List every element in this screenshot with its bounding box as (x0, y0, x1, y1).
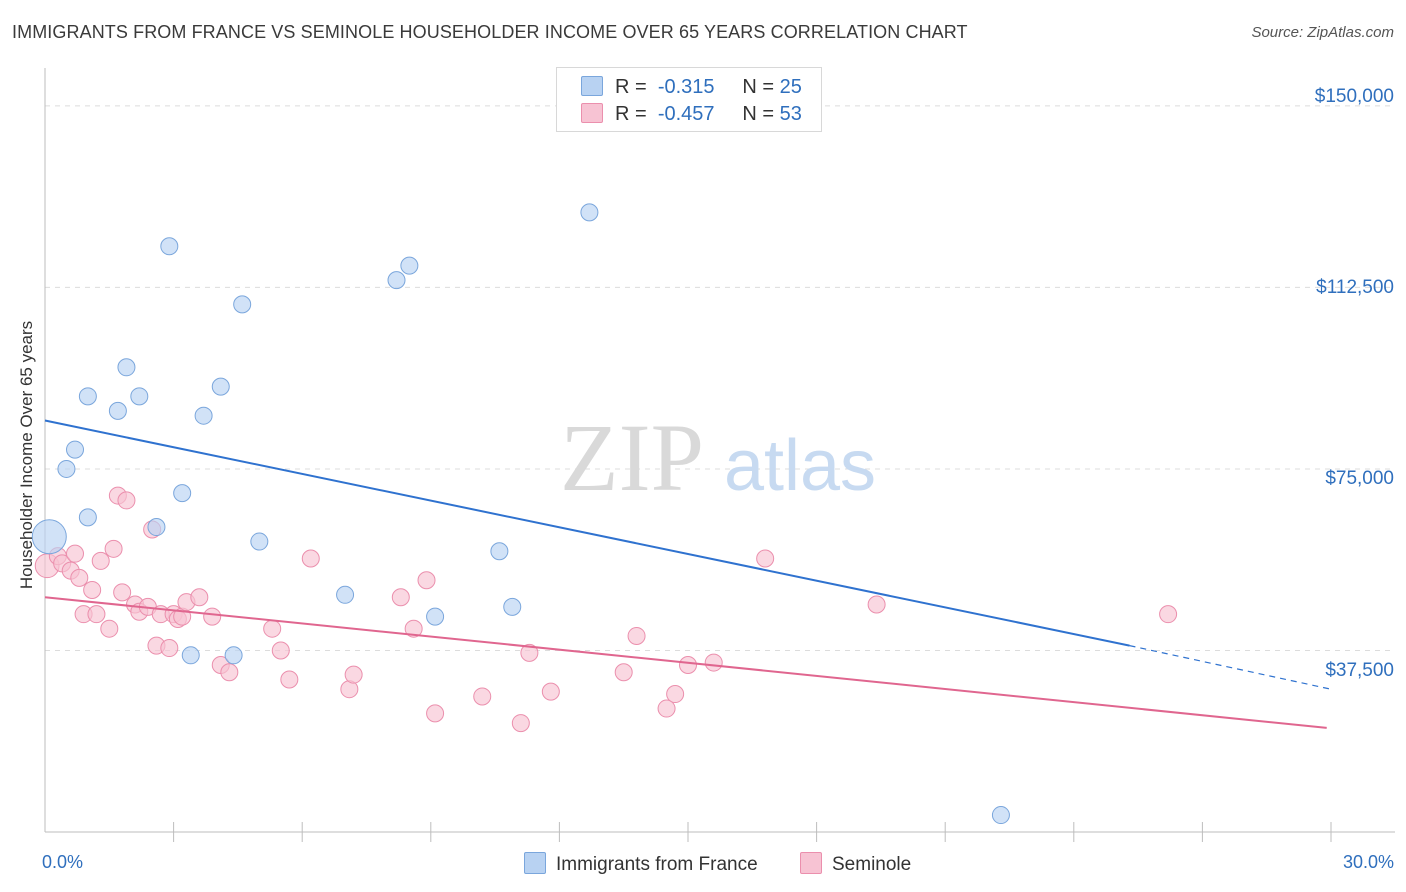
france-point (490, 542, 509, 561)
bottom-legend-france: Immigrants from France (524, 852, 758, 876)
seminole-point (1159, 605, 1178, 624)
seminole-point (100, 619, 119, 638)
bottom-legend-label: Immigrants from France (556, 854, 758, 875)
france-point (57, 459, 76, 478)
seminole-point (426, 704, 445, 723)
seminole-point (160, 639, 179, 658)
france-point (387, 271, 406, 290)
france-point (211, 377, 230, 396)
trendlines (44, 419, 1332, 729)
seminole-point (511, 714, 530, 733)
y-tick-37500: $37,500 (1325, 660, 1394, 681)
france-point (78, 508, 97, 527)
france-point (503, 597, 522, 616)
legend-n-label: N = (742, 76, 775, 98)
seminole-point (627, 626, 646, 645)
legend-swatch-blue (581, 76, 603, 96)
bottom-swatch-blue (524, 852, 546, 874)
france-point (78, 387, 97, 406)
france-point (194, 406, 213, 425)
bottom-legend-label: Seminole (832, 854, 912, 875)
legend-n-value: 53 (779, 103, 802, 125)
seminole-point (220, 663, 239, 682)
legend-r-value: -0.315 (657, 76, 715, 98)
y-tick-75000: $75,000 (1325, 468, 1394, 489)
seminole-point (104, 539, 123, 558)
seminole-point (66, 544, 85, 563)
watermark-atlas: atlas (724, 426, 876, 506)
seminole-point (404, 619, 423, 638)
seminole-point (417, 571, 436, 590)
gridlines (45, 105, 1395, 651)
watermark: ZIP atlas (560, 404, 876, 511)
legend-swatch-pink (581, 103, 603, 123)
france-points (31, 203, 1010, 825)
y-tick-150000: $150,000 (1314, 86, 1394, 107)
y-axis-label: Householder Income Over 65 years (17, 320, 36, 590)
bottom-swatch-pink (800, 852, 822, 874)
watermark-zip: ZIP (560, 404, 704, 511)
legend-n-value: 25 (779, 76, 802, 98)
france-point (130, 387, 149, 406)
seminole-point (70, 568, 89, 587)
x-tick-left: 0.0% (42, 852, 84, 872)
france-point (991, 806, 1010, 825)
seminole-point (657, 699, 676, 718)
france-point (160, 237, 179, 256)
france-point (233, 295, 252, 314)
seminole-point (666, 685, 685, 704)
seminole-point (541, 682, 560, 701)
correlation-legend: R = -0.315 N = 25 R = -0.457 N = 53 (556, 67, 822, 132)
seminole-point (117, 491, 136, 510)
seminole-point (203, 607, 222, 626)
france-point (336, 585, 355, 604)
legend-r-label: R = (615, 76, 647, 98)
seminole-point (91, 551, 110, 570)
seminole-point (679, 655, 697, 674)
source-label: Source: ZipAtlas.com (1251, 24, 1394, 41)
seminole-point (87, 605, 106, 624)
france-point (400, 256, 419, 275)
france-trendline (44, 419, 1130, 647)
france-trendline-extension (1129, 645, 1332, 690)
legend-r-label: R = (615, 103, 647, 125)
seminole-point (301, 549, 320, 568)
seminole-trendline (44, 596, 1327, 729)
france-point (147, 518, 166, 537)
seminole-point (614, 663, 633, 682)
france-point (426, 607, 445, 626)
seminole-point (344, 665, 363, 684)
france-point (181, 646, 200, 665)
seminole-point (83, 580, 102, 599)
axes (44, 68, 1395, 842)
x-tick-right: 30.0% (1342, 852, 1394, 872)
france-point (31, 519, 67, 555)
seminole-point (271, 641, 290, 660)
france-point (66, 440, 85, 459)
legend-r-value: -0.457 (657, 103, 715, 125)
legend-row-france: R = -0.315 N = 25 (581, 76, 802, 99)
france-point (580, 203, 599, 222)
legend-row-seminole: R = -0.457 N = 53 (581, 103, 802, 126)
chart-title: IMMIGRANTS FROM FRANCE VS SEMINOLE HOUSE… (12, 22, 968, 42)
seminole-point (391, 588, 410, 607)
seminole-point (190, 588, 209, 607)
seminole-point (704, 653, 723, 672)
france-point (250, 532, 269, 551)
france-point (108, 401, 127, 420)
seminole-point (280, 670, 299, 689)
seminole-point (263, 619, 282, 638)
seminole-point (867, 595, 886, 614)
france-point (117, 358, 136, 377)
seminole-point (520, 643, 539, 662)
seminole-point (473, 687, 492, 706)
legend-n-label: N = (742, 103, 775, 125)
france-point (224, 646, 243, 665)
france-point (173, 484, 192, 503)
seminole-point (113, 583, 132, 602)
y-tick-112500: $112,500 (1316, 277, 1394, 298)
bottom-legend-seminole: Seminole (800, 852, 911, 876)
seminole-point (756, 549, 775, 568)
